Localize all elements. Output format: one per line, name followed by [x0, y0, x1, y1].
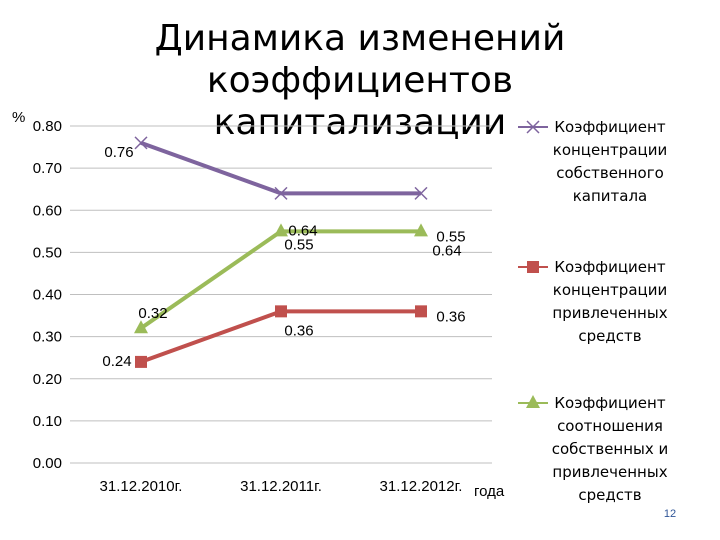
data-labels: 0.76 0.64 0.64 0.24 0.36 0.36 0.32 0.55 0.55 [102, 144, 465, 370]
point-marker-square [527, 261, 539, 273]
legend-text-line: Коэффициент [554, 118, 665, 136]
point-marker-triangle [274, 223, 288, 237]
legend-text-line: концентрации [553, 141, 667, 159]
data-label: 0.36 [284, 322, 313, 339]
y-tick-label: 0.20 [33, 371, 62, 388]
data-label: 0.55 [284, 236, 313, 253]
x-tick-labels: 31.12.2010г. 31.12.2011г. 31.12.2012г. [100, 478, 463, 495]
data-label: 0.32 [138, 305, 167, 322]
legend-text-line: собственного [556, 164, 664, 182]
point-marker-triangle [526, 395, 540, 408]
series-group [134, 136, 428, 368]
y-tick-label: 0.70 [33, 160, 62, 177]
y-tick-label: 0.30 [33, 329, 62, 346]
legend-text-line: Коэффициент [554, 258, 665, 276]
legend-text-line: средств [578, 327, 641, 345]
y-tick-label: 0.50 [33, 244, 62, 261]
legend-text-line: привлеченных [552, 304, 667, 322]
title-line-1: Динамика изменений [154, 18, 566, 59]
y-tick-labels: 0.00 0.10 0.20 0.30 0.40 0.50 0.60 0.70 0.80 [33, 118, 62, 472]
legend-text-line: собственных и [552, 440, 669, 458]
point-marker-x [274, 186, 288, 200]
data-label: 0.55 [436, 228, 465, 245]
gridlines [70, 125, 492, 464]
point-marker-triangle [134, 320, 148, 334]
chart-title: Динамика изменений коэффициентов капитал… [60, 18, 660, 144]
data-label: 0.24 [102, 353, 131, 370]
point-marker-square [275, 305, 287, 318]
point-marker-x [526, 120, 540, 134]
legend: Коэффициент концентрации собственного капит… [518, 118, 668, 504]
point-marker-x [414, 186, 428, 200]
x-tick-label: 31.12.2011г. [240, 478, 322, 495]
legend-text-line: средств [578, 486, 641, 504]
legend-text-line: соотношения [557, 417, 663, 435]
point-marker-square [415, 305, 427, 318]
data-label: 0.64 [288, 222, 317, 239]
y-axis-unit: % [12, 109, 25, 126]
point-marker-square [135, 355, 147, 368]
legend-item: Коэффициент соотношения собственных и привл… [518, 394, 668, 504]
data-label: 0.36 [436, 308, 465, 325]
legend-text-line: Коэффициент [554, 394, 665, 412]
point-marker-x [134, 136, 148, 150]
x-tick-label: 31.12.2012г. [380, 478, 463, 495]
y-tick-label: 0.10 [33, 413, 62, 430]
x-tick-label: 31.12.2010г. [100, 478, 183, 495]
point-marker-triangle [414, 223, 428, 237]
legend-text-line: концентрации [553, 281, 667, 299]
data-label: 0.76 [104, 144, 133, 161]
x-axis-unit: года [474, 483, 505, 500]
legend-text-line: привлеченных [552, 463, 667, 481]
page-number: 12 [663, 508, 677, 520]
title-line-2: коэффициентов капитализации [206, 60, 514, 143]
y-tick-label: 0.00 [33, 455, 62, 472]
legend-text-line: капитала [573, 187, 648, 205]
legend-item: Коэффициент концентрации собственного капит… [518, 118, 667, 205]
legend-item: Коэффициент концентрации привлеченных средс… [518, 258, 668, 345]
y-tick-label: 0.60 [33, 202, 62, 219]
y-tick-label: 0.40 [33, 287, 62, 304]
data-label: 0.64 [432, 242, 461, 259]
y-tick-label: 0.80 [33, 118, 62, 135]
